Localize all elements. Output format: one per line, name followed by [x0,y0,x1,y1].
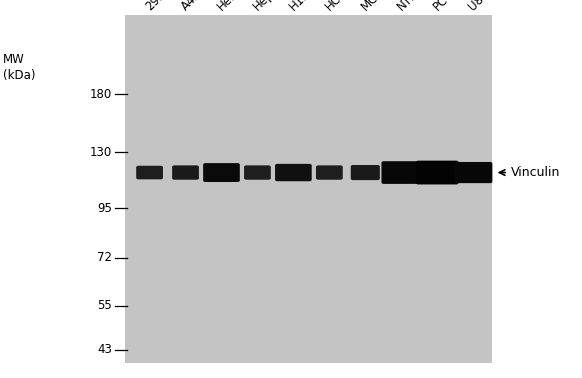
Text: H1299: H1299 [286,0,323,13]
FancyBboxPatch shape [172,165,199,180]
Text: 180: 180 [90,88,112,101]
Text: A431: A431 [179,0,210,13]
Text: PC-3: PC-3 [430,0,459,13]
Text: HeLa: HeLa [215,0,245,13]
Text: U87-MG: U87-MG [466,0,509,13]
Text: Vinculin: Vinculin [510,166,560,179]
Text: 55: 55 [98,299,112,313]
FancyBboxPatch shape [316,165,343,180]
Text: MCF-7: MCF-7 [359,0,393,13]
FancyBboxPatch shape [136,166,163,179]
FancyBboxPatch shape [416,161,459,184]
Text: 130: 130 [90,146,112,159]
Text: 293T: 293T [143,0,173,13]
Text: 95: 95 [97,202,112,215]
Text: HCT116: HCT116 [322,0,365,13]
Text: 72: 72 [97,251,112,264]
Bar [125,15,492,363]
Text: MW
(kDa): MW (kDa) [3,53,36,82]
FancyBboxPatch shape [244,165,271,180]
FancyBboxPatch shape [381,161,421,184]
Text: 43: 43 [97,344,112,356]
Text: NT2D1: NT2D1 [395,0,432,13]
FancyBboxPatch shape [203,163,240,182]
FancyBboxPatch shape [454,162,492,183]
FancyBboxPatch shape [351,165,380,180]
FancyBboxPatch shape [275,164,312,181]
Text: HepG2: HepG2 [251,0,288,13]
